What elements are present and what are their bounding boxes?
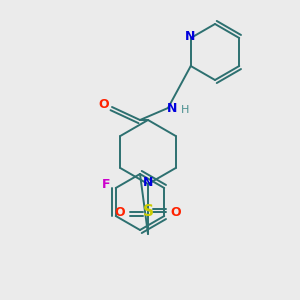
Text: O: O	[171, 206, 181, 218]
Text: H: H	[181, 105, 189, 115]
Text: N: N	[184, 31, 195, 44]
Text: F: F	[101, 178, 110, 191]
Text: N: N	[167, 101, 177, 115]
Text: N: N	[143, 176, 153, 190]
Text: O: O	[115, 206, 125, 218]
Text: S: S	[142, 205, 154, 220]
Text: O: O	[99, 98, 109, 112]
